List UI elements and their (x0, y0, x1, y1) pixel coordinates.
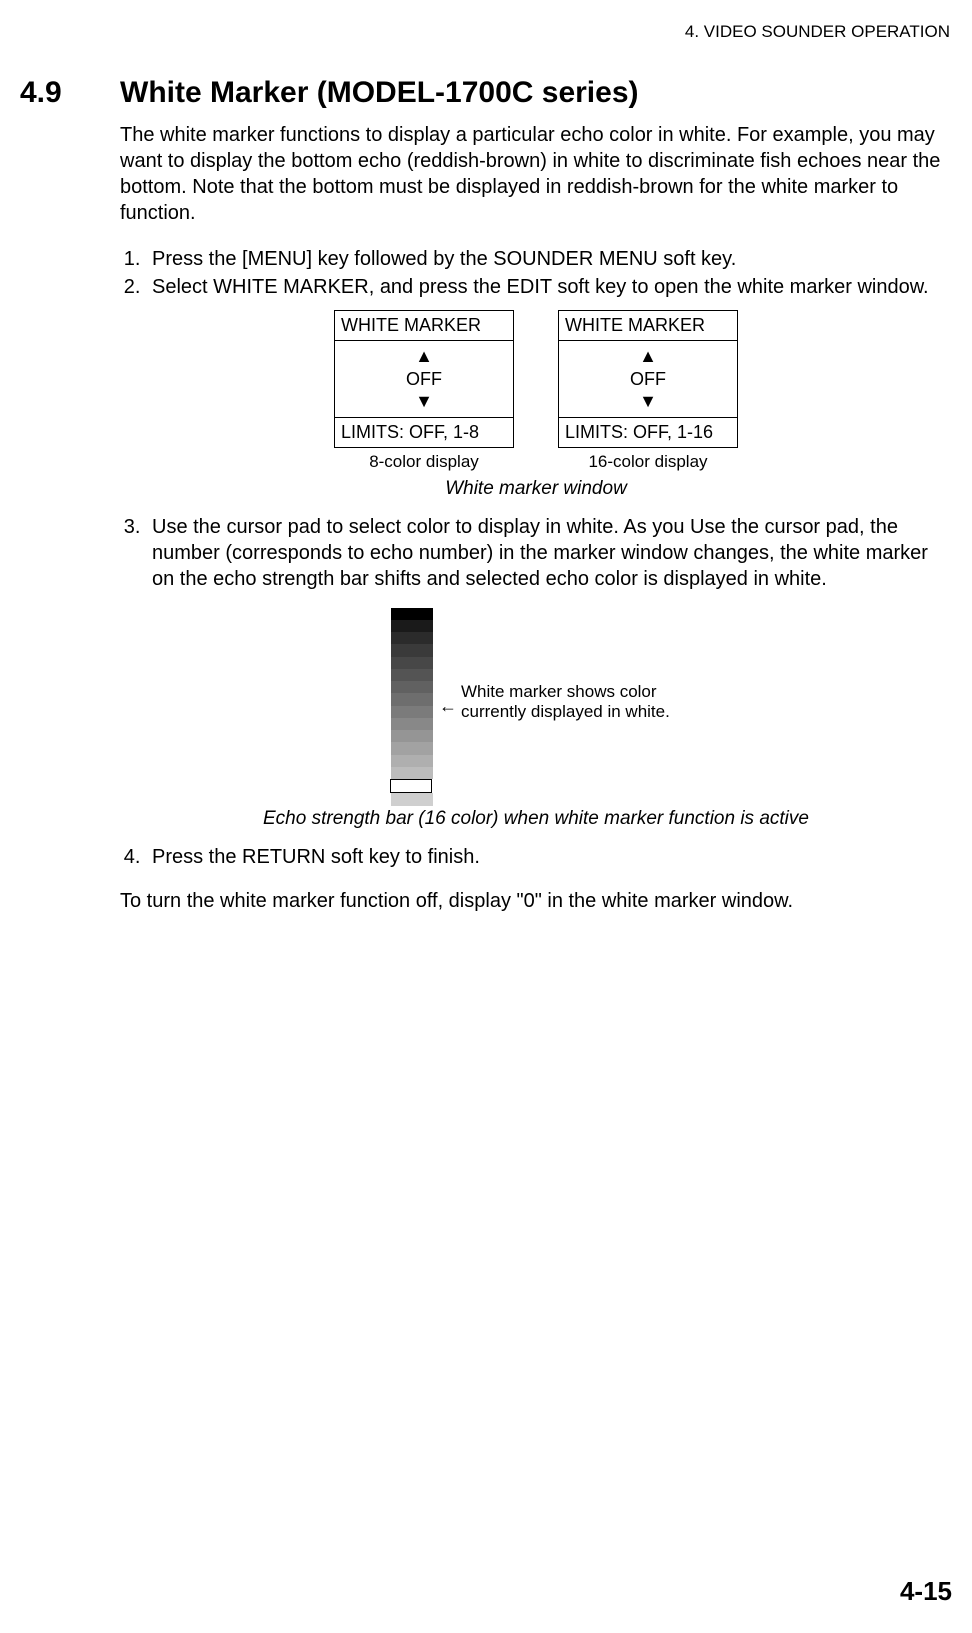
echobar-segment (391, 644, 433, 656)
step-1: Press the [MENU] key followed by the SOU… (146, 246, 952, 272)
closing-paragraph: To turn the white marker function off, d… (120, 888, 952, 914)
echobar-white-marker (390, 779, 432, 793)
down-arrow-icon: ▼ (559, 390, 737, 413)
marker-window-sublabel-right: 16-color display (588, 452, 707, 472)
echobar-segment (391, 632, 433, 644)
echobar-segment (391, 718, 433, 730)
echobar-segment (391, 767, 433, 779)
echo-strength-note: White marker shows color currently displ… (461, 682, 681, 723)
echobar-segment (391, 793, 433, 805)
steps-list-continued: Use the cursor pad to select color to di… (120, 514, 952, 592)
marker-window-caption: White marker window (120, 478, 952, 500)
left-arrow-icon: ← (439, 696, 457, 717)
marker-window-16color: WHITE MARKER ▲ OFF ▼ LIMITS: OFF, 1-16 1… (558, 310, 738, 472)
echo-strength-bar (391, 608, 433, 806)
echobar-segment (391, 742, 433, 754)
echobar-segment (391, 706, 433, 718)
body-content: The white marker functions to display a … (120, 122, 952, 914)
step-2: Select WHITE MARKER, and press the EDIT … (146, 274, 952, 300)
echobar-segment (391, 755, 433, 767)
marker-window-limits-left: LIMITS: OFF, 1-8 (335, 418, 513, 447)
intro-paragraph: The white marker functions to display a … (120, 122, 952, 226)
echobar-segment (391, 730, 433, 742)
page-number: 4-15 (900, 1576, 952, 1607)
section-number: 4.9 (20, 76, 120, 110)
steps-list: Press the [MENU] key followed by the SOU… (120, 246, 952, 300)
marker-window-value-area-left: ▲ OFF ▼ (335, 341, 513, 418)
echo-strength-figure: ← White marker shows color currently dis… (120, 608, 952, 806)
echo-strength-caption: Echo strength bar (16 color) when white … (120, 808, 952, 830)
echo-strength-row: ← White marker shows color currently dis… (391, 608, 681, 806)
section-heading: 4.9 White Marker (MODEL-1700C series) (20, 76, 952, 110)
marker-window-value-left: OFF (335, 368, 513, 391)
steps-list-final: Press the RETURN soft key to finish. (120, 844, 952, 870)
echobar-segment (391, 669, 433, 681)
marker-window-box-right: WHITE MARKER ▲ OFF ▼ LIMITS: OFF, 1-16 (558, 310, 738, 448)
marker-window-value-area-right: ▲ OFF ▼ (559, 341, 737, 418)
step-3: Use the cursor pad to select color to di… (146, 514, 952, 592)
marker-window-8color: WHITE MARKER ▲ OFF ▼ LIMITS: OFF, 1-8 8-… (334, 310, 514, 472)
echobar-segment (391, 693, 433, 705)
marker-window-sublabel-left: 8-color display (369, 452, 479, 472)
chapter-header: 4. VIDEO SOUNDER OPERATION (20, 22, 952, 42)
marker-window-title-right: WHITE MARKER (559, 311, 737, 341)
up-arrow-icon: ▲ (335, 345, 513, 368)
marker-window-limits-right: LIMITS: OFF, 1-16 (559, 418, 737, 447)
echobar-segment (391, 608, 433, 620)
marker-window-value-right: OFF (559, 368, 737, 391)
marker-window-title-left: WHITE MARKER (335, 311, 513, 341)
echobar-segment (391, 681, 433, 693)
step-4: Press the RETURN soft key to finish. (146, 844, 952, 870)
echobar-segment (391, 657, 433, 669)
echobar-segment (391, 620, 433, 632)
down-arrow-icon: ▼ (335, 390, 513, 413)
document-page: 4. VIDEO SOUNDER OPERATION 4.9 White Mar… (0, 0, 972, 1633)
marker-window-box-left: WHITE MARKER ▲ OFF ▼ LIMITS: OFF, 1-8 (334, 310, 514, 448)
up-arrow-icon: ▲ (559, 345, 737, 368)
white-marker-windows: WHITE MARKER ▲ OFF ▼ LIMITS: OFF, 1-8 8-… (120, 310, 952, 472)
section-title: White Marker (MODEL-1700C series) (120, 76, 639, 110)
